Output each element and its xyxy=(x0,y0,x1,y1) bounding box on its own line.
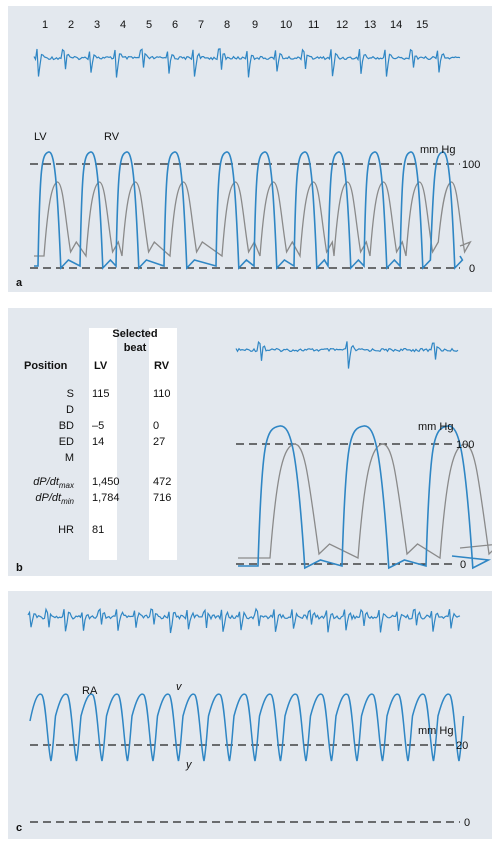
lv-label: LV xyxy=(34,131,47,143)
row-lv-value: 115 xyxy=(92,388,110,400)
ecg-trace xyxy=(235,340,459,369)
dp-max-lv: 1,450 xyxy=(92,476,120,488)
row-label: M xyxy=(64,452,74,464)
row-label: ED xyxy=(58,436,74,448)
ref-high-label: 20 xyxy=(456,740,468,752)
dp-min-lv: 1,784 xyxy=(92,492,120,504)
ra-label: RA xyxy=(82,685,98,697)
row-label: BD xyxy=(58,420,74,432)
unit-label: mm Hg xyxy=(418,421,453,433)
beat-number: 6 xyxy=(172,19,178,31)
dp-max-text: dP/dt xyxy=(33,476,59,488)
row-label: D xyxy=(66,404,74,416)
ref-high-label: 100 xyxy=(456,439,474,451)
beat-number: 13 xyxy=(364,19,376,31)
beat-number: 7 xyxy=(198,19,204,31)
ref-low-label: 0 xyxy=(464,817,470,829)
rv-header: RV xyxy=(154,360,170,372)
y-descent-label: y xyxy=(185,759,193,771)
row-rv-value: 27 xyxy=(153,436,166,448)
rv-column-bg xyxy=(149,328,177,560)
panel-b-graphic: mm Hg 100 0 b xyxy=(16,340,492,574)
dp-max-label: dP/dtmax xyxy=(14,476,74,490)
panel-c: RA v y mm Hg 20 0 c xyxy=(8,591,492,839)
row-label: S xyxy=(66,388,74,400)
row-rv-value: 0 xyxy=(153,420,160,432)
ra-pressure-trace xyxy=(29,693,465,762)
ref-low-label: 0 xyxy=(460,559,466,571)
position-header: Position xyxy=(24,360,68,372)
rv-label: RV xyxy=(104,131,120,143)
beat-number: 1 xyxy=(42,19,48,31)
ref-low-label: 0 xyxy=(469,263,475,275)
panel-b: Selected beat Position LV RV S 115 110 D BD –… xyxy=(8,308,492,576)
lv-pressure-trace xyxy=(238,425,492,570)
hr-lv: 81 xyxy=(92,524,105,536)
ecg-trace xyxy=(27,607,461,634)
beat-number-row: 1 2 3 4 5 6 7 8 9 10 11 12 13 14 15 xyxy=(42,19,428,31)
beat-number: 11 xyxy=(308,19,319,31)
row-lv-value: 14 xyxy=(92,436,105,448)
panel-letter: b xyxy=(16,562,23,574)
rv-pressure-trace xyxy=(34,181,472,259)
panel-letter: c xyxy=(16,822,22,834)
dp-max-rv: 472 xyxy=(153,476,172,488)
beat-number: 2 xyxy=(68,19,74,31)
row-lv-value: –5 xyxy=(92,420,105,432)
beat-number: 15 xyxy=(416,19,428,31)
dp-min-text: dP/dt xyxy=(35,492,62,504)
header-selected: Selected xyxy=(112,328,158,340)
unit-label: mm Hg xyxy=(418,725,453,737)
beat-number: 4 xyxy=(120,19,126,31)
beat-number: 5 xyxy=(146,19,152,31)
beat-number: 12 xyxy=(336,19,348,31)
header-beat: beat xyxy=(123,342,147,354)
unit-label: mm Hg xyxy=(420,144,455,156)
v-wave-label: v xyxy=(176,681,183,693)
row-rv-value: 110 xyxy=(153,388,171,400)
dp-max-sub: max xyxy=(58,481,74,491)
panel-letter: a xyxy=(16,277,23,289)
panel-c-graphic: RA v y mm Hg 20 0 c xyxy=(16,607,470,834)
dp-min-rv: 716 xyxy=(153,492,172,504)
hr-label: HR xyxy=(58,524,74,536)
beat-number: 14 xyxy=(390,19,402,31)
panel-a-graphic: 1 2 3 4 5 6 7 8 9 10 11 12 13 14 15 LV RV mm Hg 100 0 … xyxy=(16,19,480,289)
dp-min-sub: min xyxy=(61,497,74,507)
dp-min-label: dP/dtmin xyxy=(14,492,74,506)
beat-number: 10 xyxy=(280,19,292,31)
beat-number: 8 xyxy=(224,19,230,31)
lv-pressure-trace xyxy=(34,151,464,270)
beat-number: 3 xyxy=(94,19,100,31)
beat-number: 9 xyxy=(252,19,258,31)
lv-header: LV xyxy=(94,360,108,372)
rv-pressure-trace xyxy=(238,443,492,560)
ecg-trace xyxy=(33,48,461,78)
panel-a: 1 2 3 4 5 6 7 8 9 10 11 12 13 14 15 LV RV mm Hg 100 0 … xyxy=(8,6,492,292)
lv-column-bg xyxy=(89,328,117,560)
ref-high-label: 100 xyxy=(462,159,480,171)
